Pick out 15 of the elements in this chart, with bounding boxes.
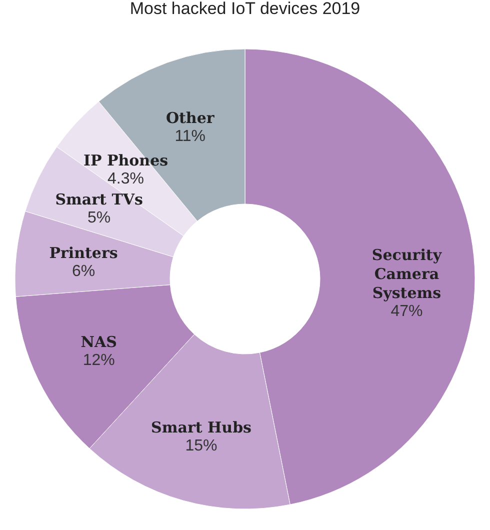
slice-label: IP Phones bbox=[83, 152, 168, 170]
slice-label: Smart Hubs bbox=[151, 418, 252, 437]
data-label: 4.3% bbox=[108, 170, 144, 188]
data-label: 12% bbox=[82, 352, 115, 370]
data-label: 11% bbox=[174, 128, 206, 146]
chart-title: Most hacked IoT devices 2019 bbox=[130, 0, 360, 18]
slice-label: Smart TVs bbox=[55, 190, 143, 208]
slice-label: Other bbox=[166, 109, 216, 128]
data-label: 6% bbox=[72, 262, 96, 280]
data-label: 5% bbox=[88, 209, 111, 226]
slice-label: Printers bbox=[49, 244, 118, 262]
data-label: 47% bbox=[390, 302, 423, 320]
data-label: 15% bbox=[185, 438, 218, 455]
slice-label: Security Camera Systems bbox=[372, 246, 443, 302]
slice-label: NAS bbox=[80, 333, 117, 352]
